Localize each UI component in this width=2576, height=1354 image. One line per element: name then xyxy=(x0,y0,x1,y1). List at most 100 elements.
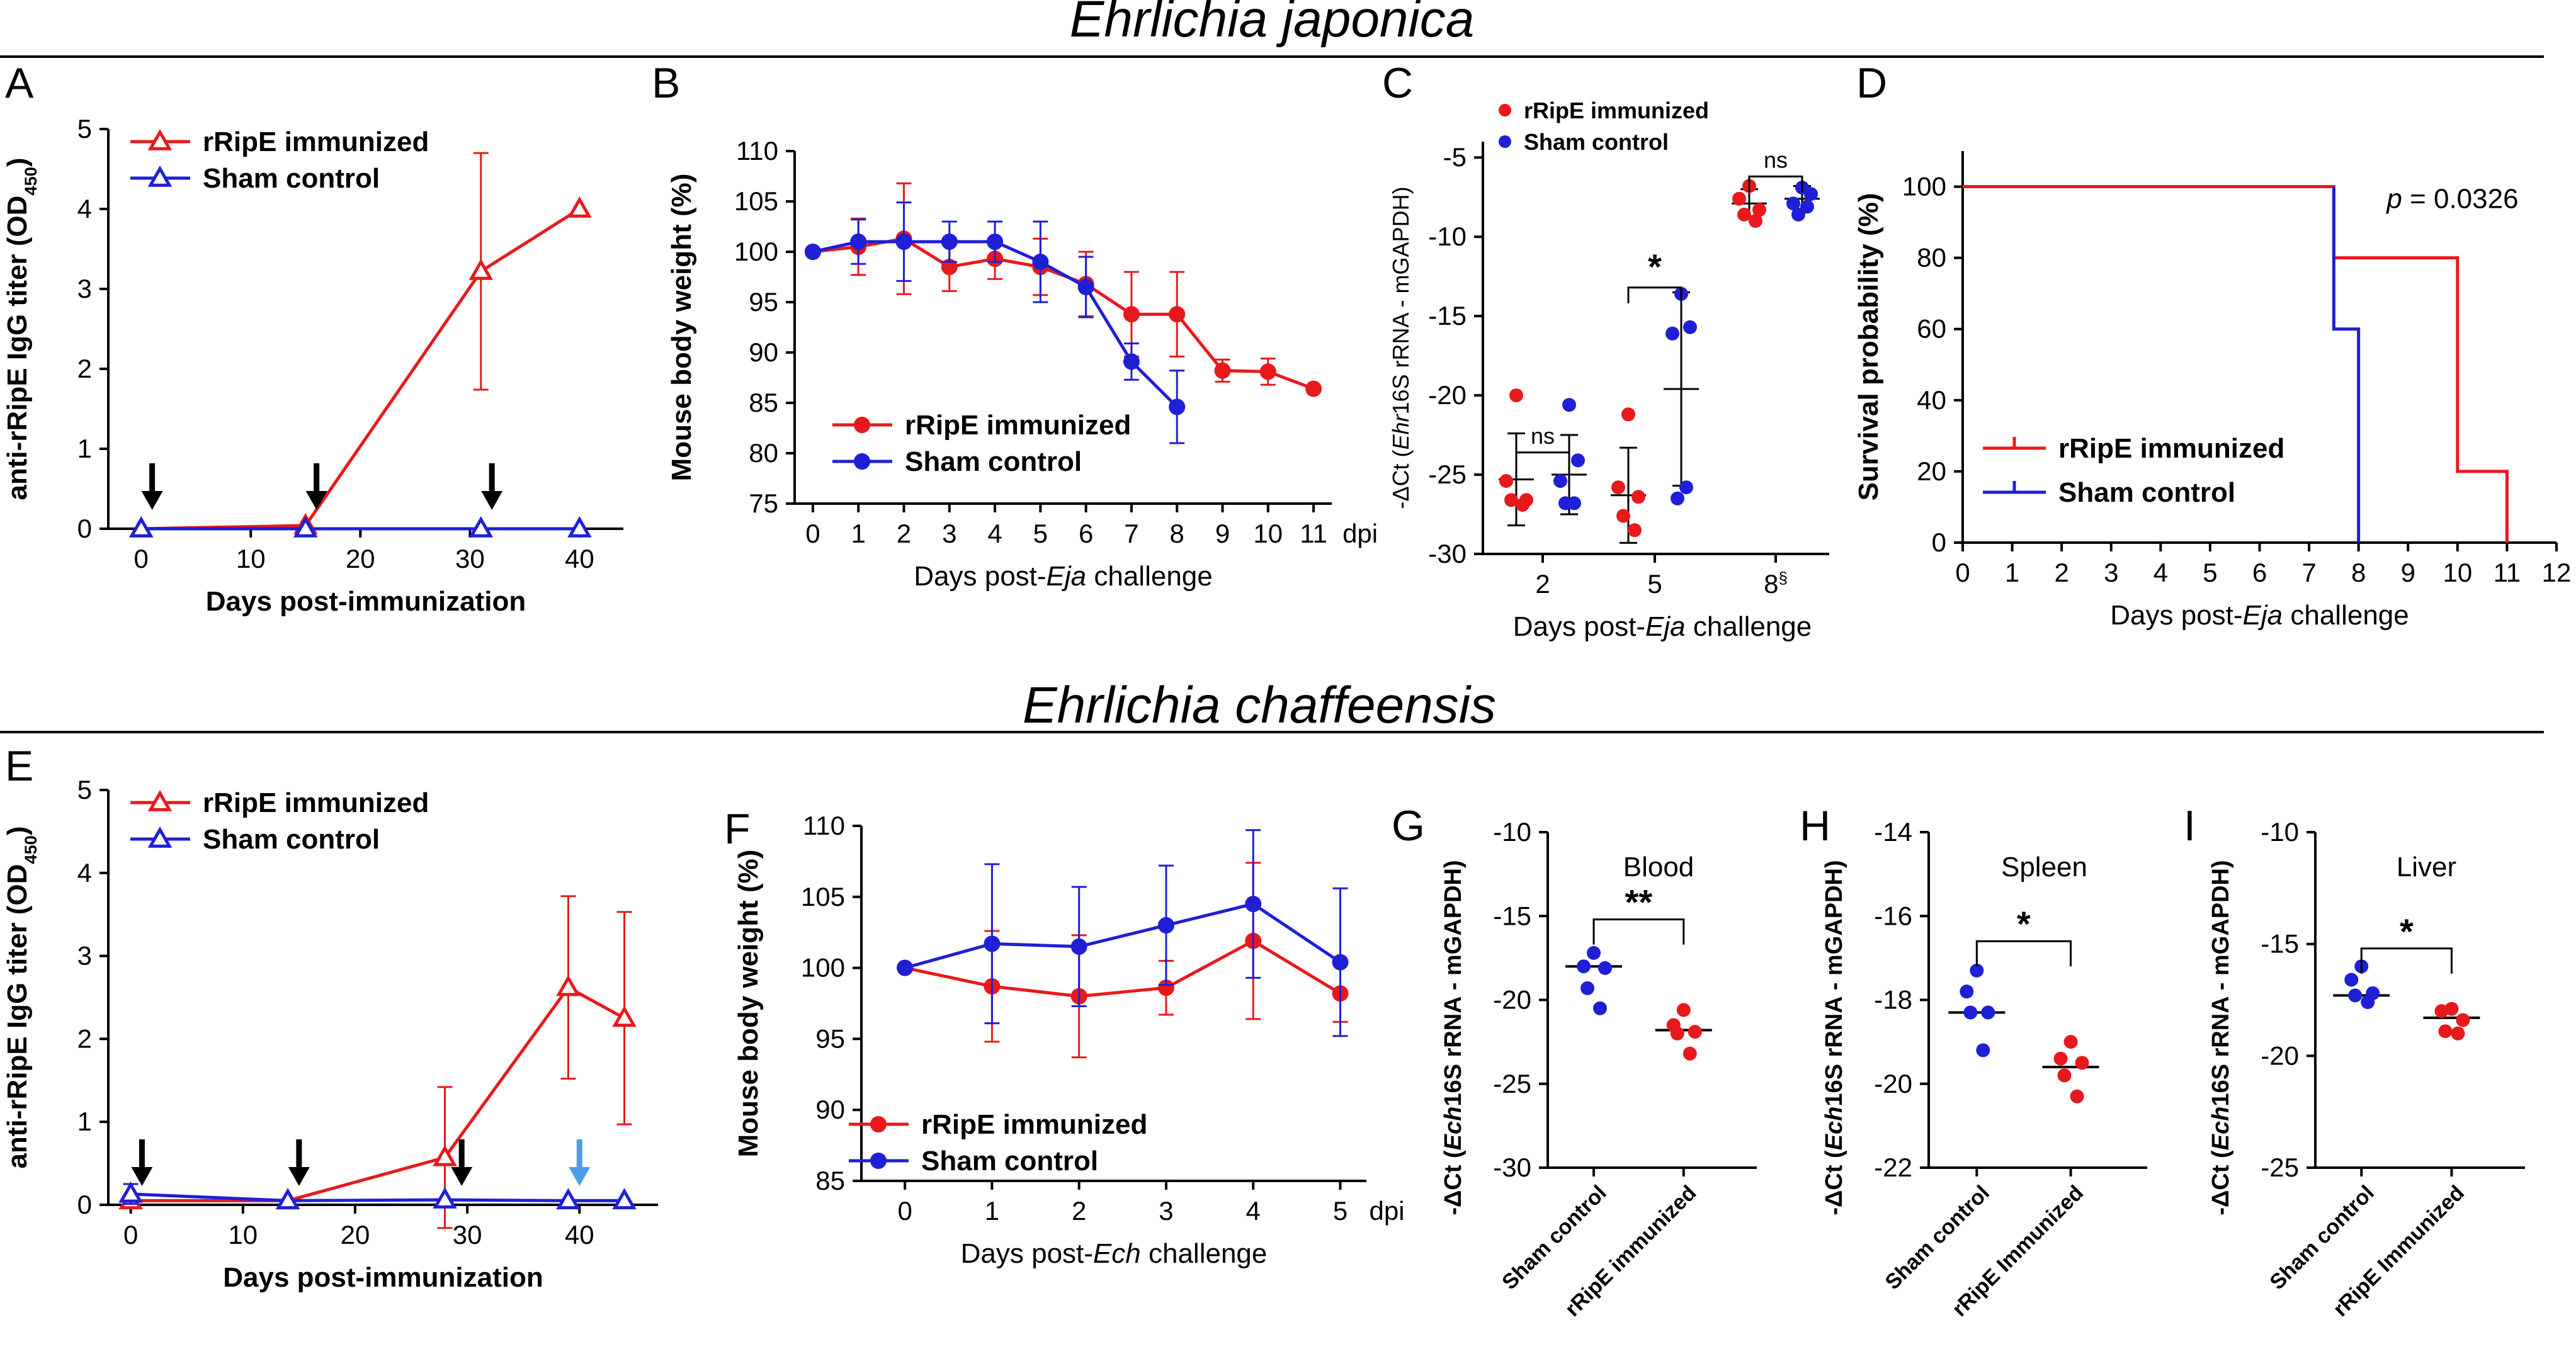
x-axis-title: Days post-Eja challenge xyxy=(2110,600,2409,631)
y-tick-label: 1 xyxy=(77,434,92,463)
data-point xyxy=(1970,963,1984,978)
data-point xyxy=(1791,207,1805,222)
y-axis-title-part: -ΔCt ( xyxy=(1821,1150,1847,1216)
data-point xyxy=(1752,203,1766,217)
x-unit-label: dpi xyxy=(1342,519,1378,548)
x-axis-title-part: Days post- xyxy=(2110,600,2242,631)
y-tick-label: -15 xyxy=(1428,301,1467,330)
data-point xyxy=(1157,917,1174,934)
data-point xyxy=(1070,938,1087,955)
y-tick-label: 40 xyxy=(1917,385,1946,415)
y-tick-label: 100 xyxy=(801,953,845,983)
x-unit-label: dpi xyxy=(1370,1196,1405,1226)
legend-label: rRipE immunized xyxy=(921,1109,1147,1140)
series-1 xyxy=(1655,1003,1712,1061)
significance-label: ns xyxy=(1764,147,1788,172)
y-tick-label: 5 xyxy=(77,775,92,804)
data-point xyxy=(1169,306,1186,323)
x-axis-title-part: Days post- xyxy=(914,561,1046,592)
y-axis-title: anti-rRipE IgG titer (OD450) xyxy=(2,826,40,1168)
data-point xyxy=(567,196,592,218)
y-tick-label: -25 xyxy=(1493,1069,1531,1098)
y-tick-label: 75 xyxy=(749,488,778,518)
x-tick-label: 3 xyxy=(1159,1196,1173,1226)
y-axis-title-part: Ehr xyxy=(1388,413,1414,449)
legend-marker xyxy=(1499,135,1511,148)
data-point xyxy=(804,244,821,260)
y-tick-label: 60 xyxy=(1917,314,1946,344)
x-axis-title-part: Ech xyxy=(1093,1238,1141,1269)
x-tick-label: 2 xyxy=(2054,558,2068,587)
data-point xyxy=(468,516,494,538)
data-point xyxy=(2456,1013,2470,1027)
data-point xyxy=(1516,497,1529,512)
x-tick-label: 0 xyxy=(134,544,149,573)
y-tick-label: 100 xyxy=(1902,172,1946,201)
data-point xyxy=(1737,207,1751,222)
x-tick-label: 2 xyxy=(1072,1196,1086,1226)
x-tick-label: 5 xyxy=(1333,1196,1348,1226)
x-tick-label-part: 8 xyxy=(1764,569,1778,599)
y-tick-label: 105 xyxy=(734,186,778,216)
data-point xyxy=(897,959,914,976)
x-axis-title-part: Eja xyxy=(1047,561,1087,592)
x-tick-label: 2 xyxy=(897,519,911,548)
data-point xyxy=(1976,1043,1990,1058)
y-tick-label: -15 xyxy=(1493,901,1531,930)
series-line xyxy=(904,939,1341,998)
x-tick-label: 10 xyxy=(236,544,266,573)
series-0 xyxy=(128,152,592,538)
x-tick-label: 0 xyxy=(1955,558,1970,587)
data-point xyxy=(1676,1003,1691,1017)
data-point xyxy=(1963,1005,1978,1020)
y-tick-label: 20 xyxy=(1917,456,1946,486)
significance-bracket xyxy=(1748,175,1803,193)
data-point xyxy=(850,234,867,250)
data-point xyxy=(1981,1005,1995,1020)
section-title-chaffeensis: Ehrlichia chaffeensis xyxy=(1023,677,1496,734)
panel-B: B 75 80 85 90 95 100 105 110 0 1 2 3 4 5 6 7 8 9 10 11 dpi Mou… xyxy=(652,59,1378,592)
panel-C: C -30 -25 -20 -15 -10 -5 2 5 8§ -ΔCt (Ehr16S rRNA … xyxy=(1382,59,1829,642)
data-point xyxy=(1577,959,1591,974)
data-point xyxy=(1679,480,1693,495)
arrow-head xyxy=(451,1167,473,1186)
data-point xyxy=(433,1144,457,1166)
series-1 xyxy=(897,829,1349,1037)
legend-entry: rRipE immunized xyxy=(1983,433,2284,464)
legend-entry: rRipE immunized xyxy=(130,127,429,157)
significance-bracket xyxy=(2360,947,2453,974)
data-point xyxy=(1670,1026,1684,1041)
x-tick-label: 20 xyxy=(346,544,375,573)
data-point xyxy=(556,974,581,996)
data-point xyxy=(1169,398,1186,415)
x-tick-label: 20 xyxy=(341,1220,370,1250)
series-1 xyxy=(804,201,1186,444)
data-point xyxy=(2348,988,2363,1003)
y-tick-label: 0 xyxy=(77,1190,92,1219)
x-axis-title-part: Days post- xyxy=(1513,611,1645,642)
data-point xyxy=(468,259,494,280)
panel-title: Blood xyxy=(1623,852,1694,883)
series-line xyxy=(904,902,1341,970)
arrow-head xyxy=(131,1167,153,1186)
data-point xyxy=(612,1188,637,1210)
y-axis-title: Survival probability (%) xyxy=(1853,193,1884,501)
series-line xyxy=(812,237,1314,390)
data-point xyxy=(1332,954,1349,971)
y-axis-title: anti-rRipE IgG titer (OD450) xyxy=(2,157,40,500)
x-axis-title-part: Eja xyxy=(1645,611,1686,642)
x-tick-label: 2 xyxy=(1535,569,1550,599)
data-point xyxy=(1509,388,1523,403)
series-1 xyxy=(2423,1001,2480,1041)
x-axis-title-part: Eja xyxy=(2243,600,2283,631)
data-point xyxy=(1123,353,1140,370)
y-tick-label: 100 xyxy=(734,237,778,266)
y-tick-label: -10 xyxy=(1493,817,1531,847)
arrow-head xyxy=(288,1167,310,1186)
y-tick-label: -22 xyxy=(1874,1153,1912,1182)
data-point xyxy=(1960,984,1974,999)
panel-I: I -25 -20 -15 -10 Liver -ΔCt (Ech16S rRNA - mG… xyxy=(2184,802,2525,1321)
legend-label: rRipE immunized xyxy=(905,410,1131,441)
legend-entry: Sham control xyxy=(832,446,1082,477)
